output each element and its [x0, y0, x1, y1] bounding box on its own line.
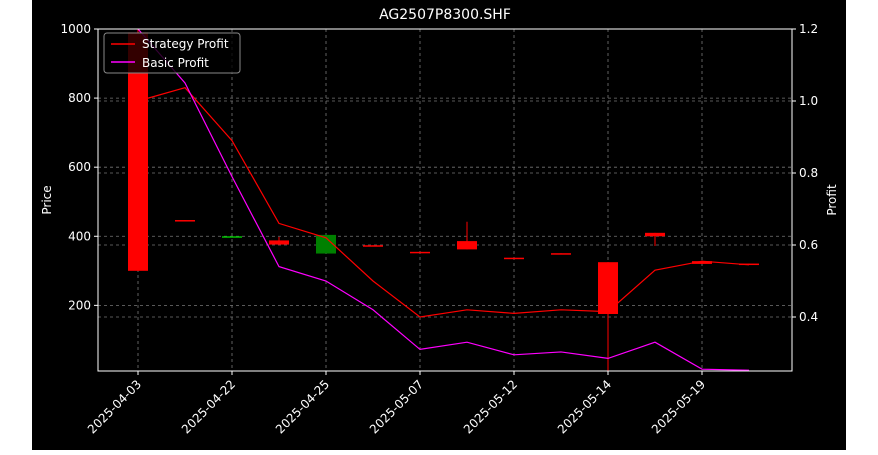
candle-body-6 — [410, 251, 430, 254]
candlesticks — [128, 29, 759, 371]
legend-strategy-label: Strategy Profit — [142, 37, 229, 51]
profit-lines — [137, 28, 750, 371]
candle-body-8 — [504, 257, 524, 260]
y-right-tick-label-0: 0.4 — [799, 310, 818, 324]
candle-body-12 — [692, 261, 712, 264]
y-left-tick-label-0: 200 — [68, 298, 91, 312]
basic-profit-line — [137, 28, 750, 371]
y-right-tick-label-2: 0.8 — [799, 166, 818, 180]
candle-body-7 — [457, 241, 477, 250]
y-axis-left-label: Price — [40, 185, 54, 214]
x-tick-label-5: 2025-05-14 — [555, 377, 614, 436]
candle-body-1 — [175, 220, 195, 222]
y-right-tick-label-4: 1.2 — [799, 22, 818, 36]
y-right-tick-label-1: 0.6 — [799, 238, 818, 252]
chart-figure: AG2507P8300.SHF 200 400 600 800 1000 0.4 0.6 0.… — [32, 0, 846, 450]
axes: 200 400 600 800 1000 0.4 0.6 0.8 1.0 1.2 2025-04-0… — [60, 22, 818, 436]
candle-body-0 — [128, 32, 148, 271]
candle-body-9 — [551, 253, 571, 255]
candle-body-10 — [598, 262, 618, 314]
candle-body-5 — [363, 245, 383, 247]
x-tick-label-6: 2025-05-19 — [649, 377, 708, 436]
legend-basic-label: Basic Profit — [142, 56, 209, 70]
x-tick-label-4: 2025-05-12 — [461, 377, 520, 436]
plot-frame — [97, 28, 793, 372]
y-left-tick-label-2: 600 — [68, 160, 91, 174]
y-left-tick-label-4: 1000 — [60, 22, 91, 36]
x-tick-label-1: 2025-04-22 — [179, 377, 238, 436]
candle-body-4 — [316, 234, 336, 254]
x-tick-label-0: 2025-04-03 — [85, 377, 144, 436]
legend: Strategy Profit Basic Profit — [103, 32, 241, 74]
legend-box — [103, 32, 241, 74]
candle-body-3 — [269, 240, 289, 245]
y-right-tick-label-3: 1.0 — [799, 94, 818, 108]
strategy-profit-line — [137, 87, 750, 318]
chart-canvas: AG2507P8300.SHF 200 400 600 800 1000 0.4 0.6 0.… — [40, 7, 839, 436]
grid-lines — [98, 28, 792, 371]
candle-body-11 — [645, 232, 665, 237]
y-left-tick-label-1: 400 — [68, 229, 91, 243]
y-left-tick-label-3: 800 — [68, 91, 91, 105]
x-tick-label-3: 2025-05-07 — [367, 377, 426, 436]
chart-title: AG2507P8300.SHF — [379, 7, 511, 23]
x-tick-label-2: 2025-04-25 — [273, 377, 332, 436]
y-axis-right-label: Profit — [825, 184, 839, 216]
candle-body-2 — [222, 236, 242, 238]
